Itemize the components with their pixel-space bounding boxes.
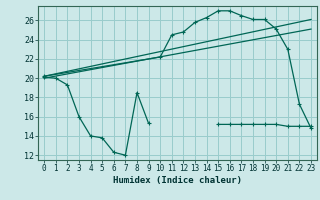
X-axis label: Humidex (Indice chaleur): Humidex (Indice chaleur): [113, 176, 242, 185]
